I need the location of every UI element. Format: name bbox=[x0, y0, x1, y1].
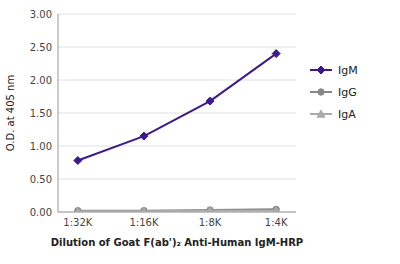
x-tick-label: 1:32K bbox=[63, 217, 92, 228]
data-point bbox=[272, 50, 280, 58]
series-line bbox=[78, 209, 276, 210]
legend-label: IgM bbox=[338, 64, 358, 77]
data-point bbox=[206, 97, 214, 105]
legend-label: IgG bbox=[338, 86, 357, 99]
y-axis-title: O.D. at 405 nm bbox=[5, 75, 16, 151]
y-tick-label: 2.50 bbox=[30, 42, 52, 53]
data-point bbox=[206, 207, 214, 212]
x-tick-label: 1:16K bbox=[129, 217, 158, 228]
y-axis-line bbox=[58, 14, 59, 212]
y-tick-label: 1.00 bbox=[30, 141, 52, 152]
series-line bbox=[78, 54, 276, 161]
series-line bbox=[78, 210, 276, 212]
data-point bbox=[74, 157, 82, 165]
grid-line bbox=[58, 113, 296, 114]
y-tick-label: 3.00 bbox=[30, 9, 52, 20]
y-tick-label: 2.00 bbox=[30, 75, 52, 86]
data-point bbox=[272, 207, 280, 212]
x-tick-label: 1:8K bbox=[199, 217, 222, 228]
data-point bbox=[74, 207, 82, 212]
plot-area bbox=[74, 50, 280, 212]
legend-marker bbox=[318, 89, 324, 95]
data-point bbox=[75, 207, 81, 212]
legend-marker bbox=[317, 110, 325, 117]
grid-line bbox=[58, 146, 296, 147]
legend-label: IgA bbox=[338, 108, 356, 121]
x-axis-title: Dilution of Goat F(ab')₂ Anti-Human IgM-… bbox=[51, 237, 303, 248]
grid-line bbox=[58, 212, 296, 213]
data-point bbox=[207, 207, 213, 212]
data-point bbox=[141, 207, 147, 212]
grid-line bbox=[58, 80, 296, 81]
y-tick-label: 1.50 bbox=[30, 108, 52, 119]
grid-line bbox=[58, 14, 296, 15]
data-point bbox=[140, 132, 148, 140]
data-point bbox=[140, 207, 148, 212]
chart: 0.00 0.50 1.00 1.50 2.00 2.50 3.00 1:32K 1:16K 1:… bbox=[0, 0, 400, 264]
grid-line bbox=[58, 179, 296, 180]
grid-line bbox=[58, 47, 296, 48]
legend-marker bbox=[317, 66, 325, 74]
y-tick-label: 0.50 bbox=[30, 174, 52, 185]
x-axis-line bbox=[58, 212, 296, 213]
y-tick-label: 0.00 bbox=[30, 207, 52, 218]
x-tick-label: 1:4K bbox=[265, 217, 288, 228]
